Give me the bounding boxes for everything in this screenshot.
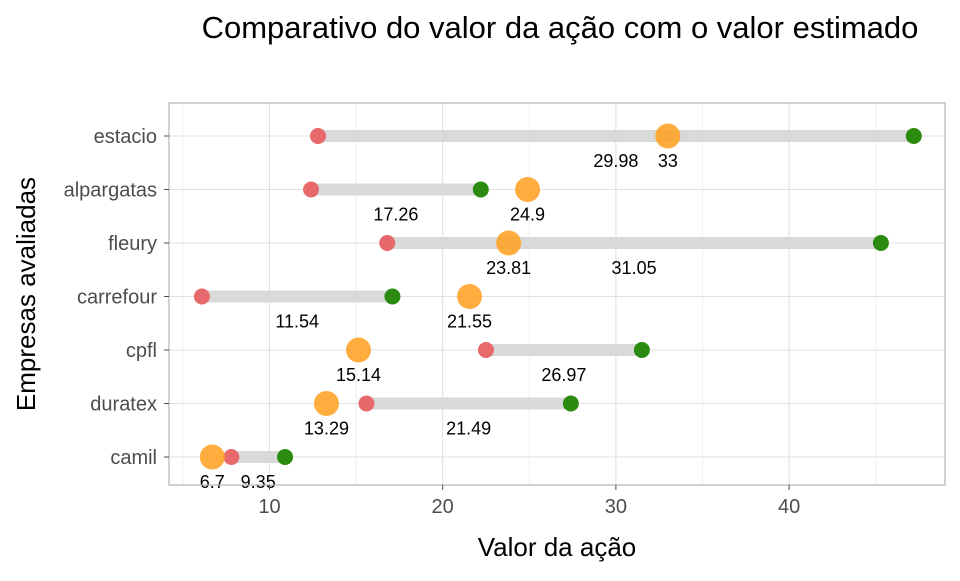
price-label: 24.9 bbox=[510, 205, 545, 225]
price-label: 21.55 bbox=[447, 312, 492, 332]
y-tick-label: duratex bbox=[90, 394, 157, 416]
high-point bbox=[277, 449, 294, 465]
low-point bbox=[223, 449, 240, 465]
y-axis-ticks: estacio alpargatas fleury carrefour cpfl dura… bbox=[64, 126, 169, 469]
x-axis-title: Valor da ação bbox=[478, 532, 637, 562]
price-point bbox=[457, 284, 483, 309]
x-tick-label: 30 bbox=[605, 496, 627, 518]
y-tick-label: alpargatas bbox=[64, 180, 157, 202]
price-label: 23.81 bbox=[486, 258, 531, 278]
high-point bbox=[633, 342, 650, 358]
y-tick-label: fleury bbox=[108, 233, 157, 255]
price-label: 13.29 bbox=[304, 419, 349, 439]
y-tick-label: carrefour bbox=[77, 287, 157, 309]
mid-label: 31.05 bbox=[612, 258, 657, 278]
high-point bbox=[905, 128, 922, 144]
price-label: 15.14 bbox=[336, 365, 381, 385]
data-label-layer: 33 29.98 24.9 17.26 23.81 31.05 21.55 11.54 15.1… bbox=[200, 151, 678, 492]
high-point bbox=[472, 181, 489, 198]
high-point bbox=[872, 235, 889, 251]
price-point bbox=[496, 230, 522, 256]
y-tick-label: estacio bbox=[94, 126, 157, 148]
mid-label: 9.35 bbox=[241, 472, 276, 492]
low-point bbox=[193, 288, 210, 305]
price-label: 6.7 bbox=[200, 472, 225, 492]
price-point bbox=[515, 177, 541, 202]
low-point bbox=[379, 235, 396, 251]
low-point bbox=[358, 395, 375, 412]
price-point bbox=[313, 391, 339, 416]
x-tick-label: 10 bbox=[258, 496, 280, 518]
panel-border bbox=[168, 102, 946, 486]
high-point bbox=[384, 288, 401, 305]
x-axis-ticks: 10 20 30 40 bbox=[258, 485, 800, 518]
x-tick-label: 20 bbox=[432, 496, 454, 518]
price-point bbox=[345, 337, 371, 363]
price-label: 33 bbox=[658, 151, 678, 171]
segment-layer bbox=[201, 130, 914, 463]
low-point bbox=[309, 128, 326, 144]
y-tick-label: camil bbox=[110, 447, 157, 469]
chart-title: Comparativo do valor da ação com o valor… bbox=[202, 10, 919, 45]
mid-label: 26.97 bbox=[541, 365, 586, 385]
price-point bbox=[655, 123, 681, 149]
high-point bbox=[562, 395, 579, 412]
mid-label: 21.49 bbox=[446, 419, 491, 439]
price-point bbox=[199, 444, 225, 470]
low-point bbox=[303, 181, 320, 198]
mid-label: 11.54 bbox=[275, 312, 319, 332]
x-tick-label: 40 bbox=[778, 496, 800, 518]
mid-label: 17.26 bbox=[373, 205, 418, 225]
mid-label: 29.98 bbox=[593, 151, 638, 171]
y-axis-title: Empresas avaliadas bbox=[11, 177, 41, 411]
y-tick-label: cpfl bbox=[126, 340, 157, 362]
point-layer bbox=[193, 123, 922, 470]
low-point bbox=[477, 342, 494, 358]
